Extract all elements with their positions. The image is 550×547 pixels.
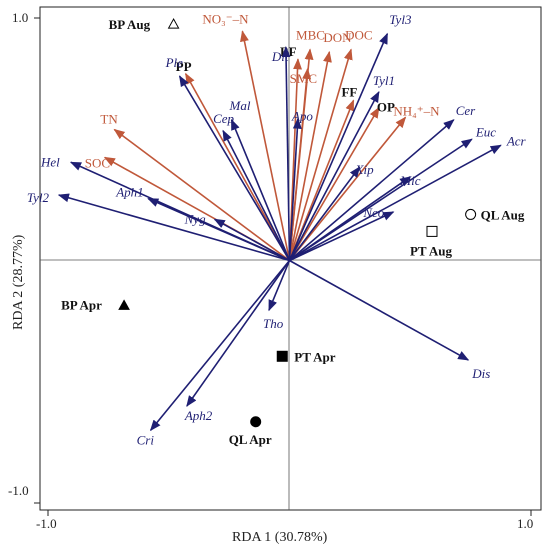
y-tick-label-top: 1.0 (12, 10, 28, 25)
vector-label-cep: Cep (213, 111, 234, 126)
vector-op (288, 106, 380, 261)
vector-nh-n (288, 116, 407, 262)
vector-cep (222, 129, 291, 261)
vector-don (288, 50, 332, 261)
vector-label-aph1: Aph1 (115, 185, 143, 200)
vector-label-don: DON (323, 30, 352, 45)
site-marker-bp-apr (118, 299, 130, 310)
site-points: BP Aug BP Apr PT Aug PT Apr QL Aug QL Apr (61, 17, 525, 447)
x-axis-title: RDA 1 (30.78%) (232, 530, 328, 545)
vector-apo (288, 117, 302, 261)
site-label-pt-apr: PT Apr (294, 349, 336, 364)
vector-label-cri: Cri (137, 432, 155, 447)
y-tick-label-bottom: -1.0 (8, 483, 29, 498)
vector-aph2 (186, 260, 291, 407)
vector-label-acr: Acr (506, 133, 527, 148)
site-marker-pt-aug (426, 225, 438, 237)
vector-label-dis: Dis (471, 366, 490, 381)
vector-tyl1 (288, 90, 380, 261)
vector-cer (288, 119, 455, 262)
vector-label-nyg: Nyg (184, 211, 206, 226)
vector-neo (289, 211, 395, 262)
vector-tyl2 (57, 193, 290, 262)
vector-euc (289, 138, 473, 262)
vector-nyg (213, 218, 290, 262)
vector-label-op: OP (377, 100, 395, 115)
x-tick-label-right: 1.0 (517, 516, 533, 531)
site-label-ql-aug: QL Aug (481, 207, 525, 222)
site-label-bp-aug: BP Aug (109, 17, 151, 32)
x-axis-ticks: -1.0 1.0 (36, 510, 533, 531)
vector-aph1 (147, 197, 290, 262)
y-axis-ticks: 1.0 -1.0 (8, 10, 40, 504)
vector-label-tyl3: Tyl3 (389, 12, 412, 27)
site-label-pt-aug: PT Aug (410, 243, 453, 258)
vector-label-apo: Apo (291, 109, 313, 124)
vector-label-pp: PP (176, 59, 192, 74)
site-label-ql-apr: QL Apr (229, 432, 272, 447)
y-axis-title: RDA 2 (28.77%) (11, 234, 26, 330)
vector-label-no-n: NO₃⁻–N (202, 11, 249, 26)
vector-xip (288, 166, 361, 261)
vector-label-xip: Xip (355, 162, 375, 177)
vector-label-smc: SMC (290, 71, 317, 86)
vector-doc (288, 48, 353, 261)
site-marker-bp-aug (167, 18, 180, 29)
vector-ple (178, 75, 291, 261)
vector-label-cer: Cer (456, 103, 476, 118)
vector-label-ff: FF (341, 84, 357, 99)
plot-frame (39, 6, 542, 511)
vector-smc (288, 67, 312, 261)
x-tick-label-left: -1.0 (36, 516, 57, 531)
vector-label-nh-n: NH₄⁺–N (393, 103, 440, 118)
vector-tho (268, 260, 291, 312)
vector-label-euc: Euc (475, 124, 496, 139)
vector-pp (184, 72, 291, 261)
site-marker-ql-apr (250, 416, 262, 428)
vector-label-mbc: MBC (296, 28, 325, 43)
vector-cri (149, 259, 291, 432)
vector-tyl3 (288, 32, 389, 261)
vector-label-ple: Ple (165, 55, 184, 70)
vector-label-doc: DOC (345, 28, 372, 43)
vector-label-dit: Dit (271, 49, 289, 64)
site-marker-pt-apr (276, 350, 288, 362)
site-marker-ql-aug (465, 208, 477, 220)
vector-label-tyl1: Tyl1 (373, 73, 395, 88)
vector-dit (281, 45, 291, 261)
vector-mal (230, 118, 291, 261)
vector-label-tyl2: Tyl2 (27, 190, 50, 205)
vector-acr (289, 144, 502, 262)
vector-label-soc: SOC (85, 155, 110, 170)
vector-label-hel: Hel (40, 154, 60, 169)
site-label-bp-apr: BP Apr (61, 297, 102, 312)
vector-no-n (240, 30, 291, 261)
vector-label-neo: Neo (362, 205, 384, 220)
vector-tn (113, 128, 290, 262)
vector-label-aph2: Aph2 (184, 408, 213, 423)
vector-dis (289, 259, 470, 361)
vector-label-tho: Tho (263, 316, 284, 331)
vector-label-mal: Mal (229, 98, 251, 113)
vector-label-tn: TN (100, 112, 118, 127)
